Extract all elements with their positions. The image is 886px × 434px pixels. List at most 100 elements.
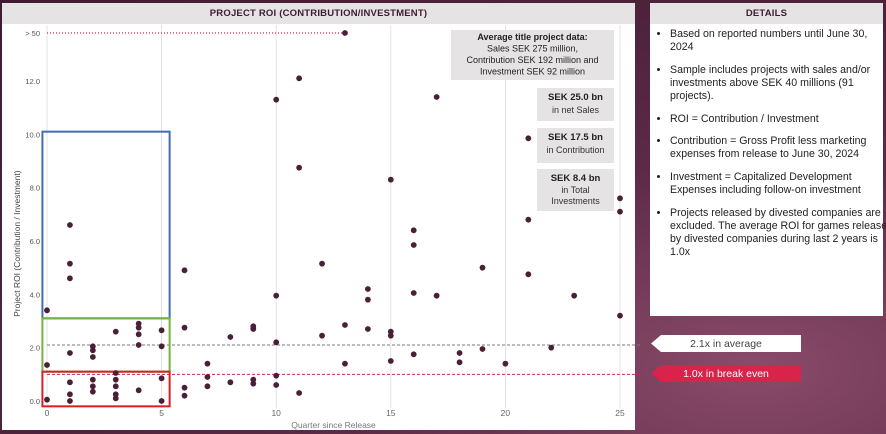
data-point xyxy=(135,324,142,331)
data-point xyxy=(135,331,142,338)
annotation-header-line: Average title project data: xyxy=(477,32,587,42)
data-point xyxy=(456,359,463,366)
details-bullet: Investment = Capitalized Development Exp… xyxy=(670,171,886,197)
data-point xyxy=(273,382,280,388)
data-point xyxy=(433,94,440,100)
data-point xyxy=(617,208,623,215)
data-point xyxy=(158,327,165,334)
data-point xyxy=(364,326,371,332)
y-axis-title: Project ROI (Contribution / Investment) xyxy=(12,170,22,317)
data-point xyxy=(364,286,371,292)
details-bullet: Based on reported numbers until June 30,… xyxy=(670,28,886,54)
stat-annotation-label: in net Sales xyxy=(552,105,600,115)
y-tick-label: > 50 xyxy=(25,29,40,38)
stat-annotation-box xyxy=(537,169,614,211)
data-point xyxy=(342,360,348,367)
data-point xyxy=(89,376,96,383)
data-point xyxy=(89,383,96,390)
data-point xyxy=(112,376,119,383)
average-title-annotation xyxy=(451,30,614,80)
x-axis-title: Quarter since Release xyxy=(291,420,376,430)
data-point xyxy=(67,275,73,282)
annotation-header-line: Sales SEK 275 million, xyxy=(487,44,578,54)
data-point xyxy=(387,332,394,339)
data-point xyxy=(112,391,119,398)
chart-panel-title: PROJECT ROI (CONTRIBUTION/INVESTMENT) xyxy=(2,3,635,24)
data-point xyxy=(89,388,96,395)
stat-annotation-value: SEK 8.4 bn xyxy=(551,173,601,184)
stat-annotation-value: SEK 25.0 bn xyxy=(548,92,603,103)
data-point xyxy=(181,392,188,399)
stat-annotation-label: in Contribution xyxy=(546,145,604,155)
y-tick-label: 12.0 xyxy=(25,77,40,86)
stat-annotation-label: Investments xyxy=(551,196,600,206)
details-bullet: Projects released by divested companies … xyxy=(670,207,886,259)
data-point xyxy=(158,375,165,382)
data-point xyxy=(273,292,280,299)
y-tick-label: 4.0 xyxy=(30,290,40,299)
data-point xyxy=(135,320,142,327)
data-point xyxy=(44,307,50,314)
data-point xyxy=(250,326,257,332)
details-list: Based on reported numbers until June 30,… xyxy=(654,28,886,269)
data-point xyxy=(158,398,165,404)
data-point xyxy=(89,347,96,354)
data-point xyxy=(227,334,234,340)
data-point xyxy=(112,370,119,376)
average-callout: 2.1x in average xyxy=(651,335,801,352)
data-point xyxy=(410,290,417,296)
data-point xyxy=(273,96,280,103)
data-point xyxy=(479,346,486,352)
x-tick-label: 10 xyxy=(271,408,281,418)
annotation-header-line: Contribution SEK 192 million and xyxy=(466,55,598,65)
data-point xyxy=(502,360,509,367)
x-tick-label: 15 xyxy=(386,408,396,418)
data-point xyxy=(135,342,142,348)
data-point xyxy=(296,164,303,171)
data-point xyxy=(204,360,211,367)
details-bullet: ROI = Contribution / Investment xyxy=(670,113,886,126)
data-point xyxy=(250,380,257,387)
data-point xyxy=(617,312,623,319)
data-point xyxy=(44,362,50,368)
data-point xyxy=(548,344,555,351)
data-point xyxy=(433,292,440,299)
data-point xyxy=(181,324,188,331)
data-point xyxy=(181,384,188,391)
data-point xyxy=(227,379,234,386)
data-point xyxy=(158,343,165,350)
annotation-header-line: Investment SEK 92 million xyxy=(480,67,585,77)
data-point xyxy=(273,339,280,346)
y-tick-label: 0.0 xyxy=(30,397,40,406)
data-point xyxy=(112,328,119,335)
data-point xyxy=(410,227,417,234)
y-tick-label: 10.0 xyxy=(25,130,40,139)
x-tick-label: 0 xyxy=(45,408,50,418)
data-point xyxy=(112,383,119,390)
data-point xyxy=(342,30,348,36)
data-point xyxy=(525,271,532,278)
data-point xyxy=(273,372,280,379)
data-point xyxy=(364,296,371,303)
data-point xyxy=(296,75,303,82)
x-tick-label: 5 xyxy=(159,408,164,418)
details-panel-title: DETAILS xyxy=(650,3,883,24)
data-point xyxy=(319,332,325,339)
stat-annotation-label: in Total xyxy=(561,185,589,195)
data-point xyxy=(67,398,73,404)
details-bullet: Contribution = Gross Profit less marketi… xyxy=(670,135,886,161)
highlight-box-blue xyxy=(41,130,171,320)
y-tick-label: 2.0 xyxy=(30,344,40,353)
data-point xyxy=(296,390,303,396)
stat-annotation-value: SEK 17.5 bn xyxy=(548,132,603,143)
data-point xyxy=(456,350,463,356)
data-point xyxy=(319,260,325,267)
stat-annotation-box xyxy=(537,88,614,121)
data-point xyxy=(89,354,96,360)
data-point xyxy=(67,260,73,267)
data-point xyxy=(387,176,394,183)
data-point xyxy=(44,396,50,403)
data-point xyxy=(204,374,211,380)
data-point xyxy=(525,135,532,142)
